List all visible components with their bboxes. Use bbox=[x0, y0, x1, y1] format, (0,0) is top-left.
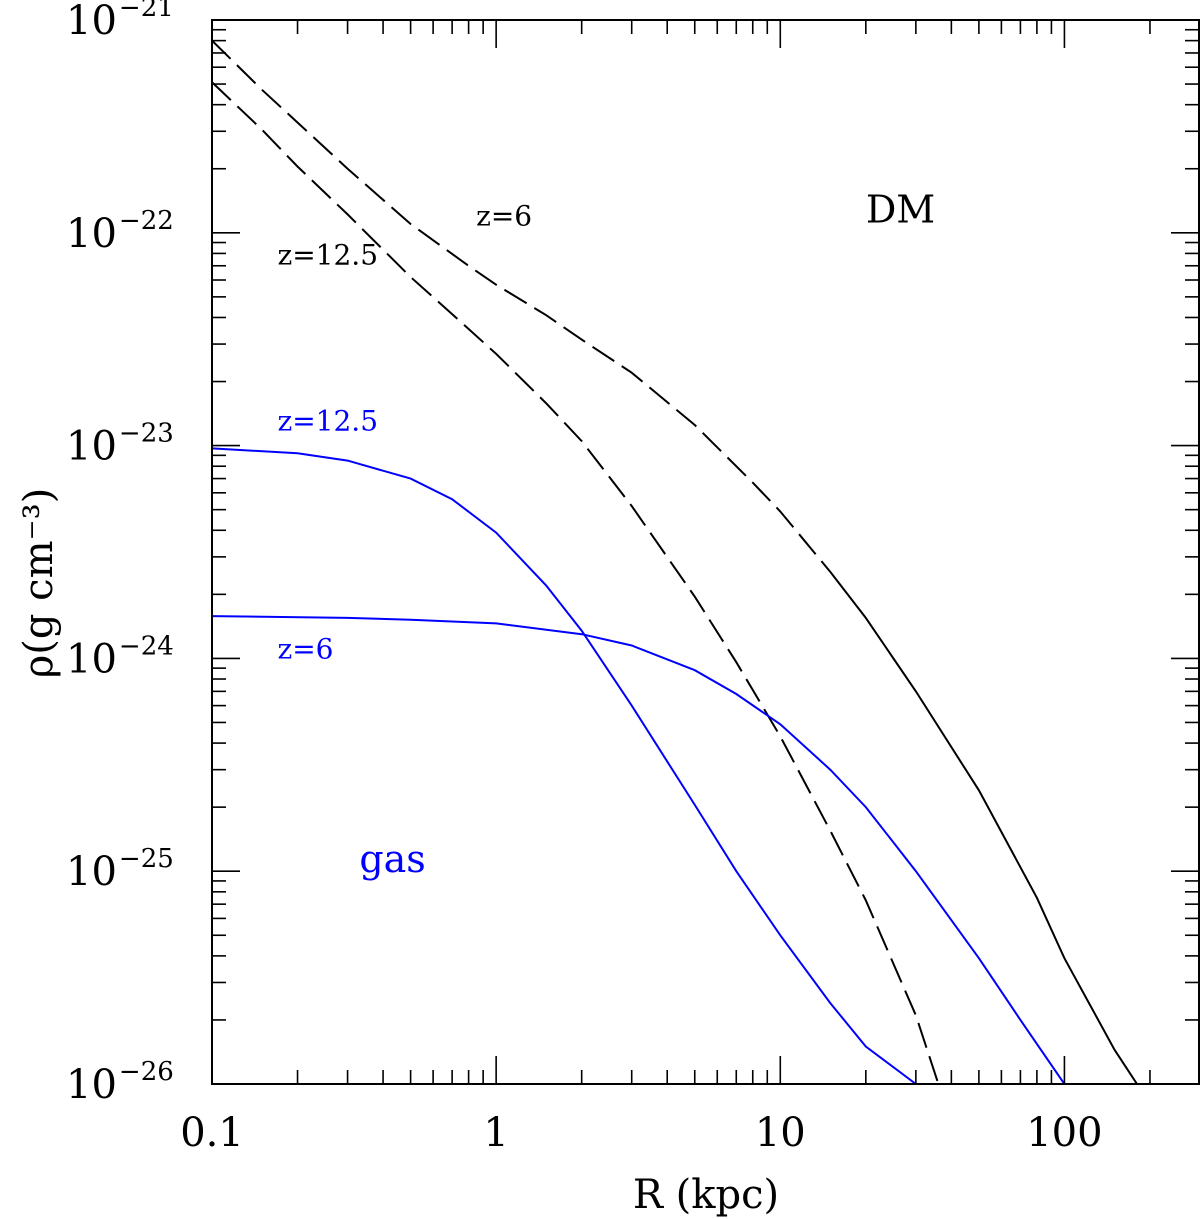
curve-dm-z6-dashed bbox=[212, 39, 832, 573]
x-tick-label: 10 bbox=[755, 1110, 806, 1156]
y-tick-label: 10−22 bbox=[66, 206, 174, 257]
annotation-dm-label: DM bbox=[866, 187, 935, 231]
curves-layer bbox=[212, 39, 1138, 1084]
x-axis-title: R (kpc) bbox=[633, 1172, 779, 1218]
x-tick-label: 1 bbox=[483, 1110, 508, 1156]
curve-dm-z6-solid bbox=[829, 571, 1138, 1084]
x-tick-label: 100 bbox=[1026, 1110, 1102, 1156]
curve-gas-z12.5 bbox=[212, 447, 917, 1084]
plot-frame bbox=[211, 19, 1200, 1085]
labels-layer: 0.1 1 10 100 10−21 10−22 10−23 10−24 10−25 10−26 z… bbox=[66, 0, 1103, 1156]
annotation-gas-z12-label: z=12.5 bbox=[277, 404, 378, 437]
annotation-gas-z6-label: z=6 bbox=[277, 632, 333, 665]
annotation-dm-z12-label: z=12.5 bbox=[277, 238, 378, 271]
annotation-dm-z6-label: z=6 bbox=[476, 200, 532, 233]
y-tick-label: 10−26 bbox=[66, 1057, 174, 1108]
y-tick-label: 10−21 bbox=[66, 0, 174, 44]
x-tick-label: 0.1 bbox=[180, 1110, 244, 1156]
y-tick-label: 10−23 bbox=[66, 419, 174, 470]
curve-dm-z12.5 bbox=[212, 81, 940, 1084]
y-tick-label: 10−25 bbox=[66, 844, 174, 895]
y-tick-label: 10−24 bbox=[66, 631, 174, 682]
curve-gas-z6 bbox=[212, 615, 1066, 1084]
annotation-gas-label: gas bbox=[359, 837, 425, 881]
ticks-layer bbox=[211, 20, 1200, 1085]
y-axis-title: ρ(g cm⁻³) bbox=[16, 488, 62, 679]
